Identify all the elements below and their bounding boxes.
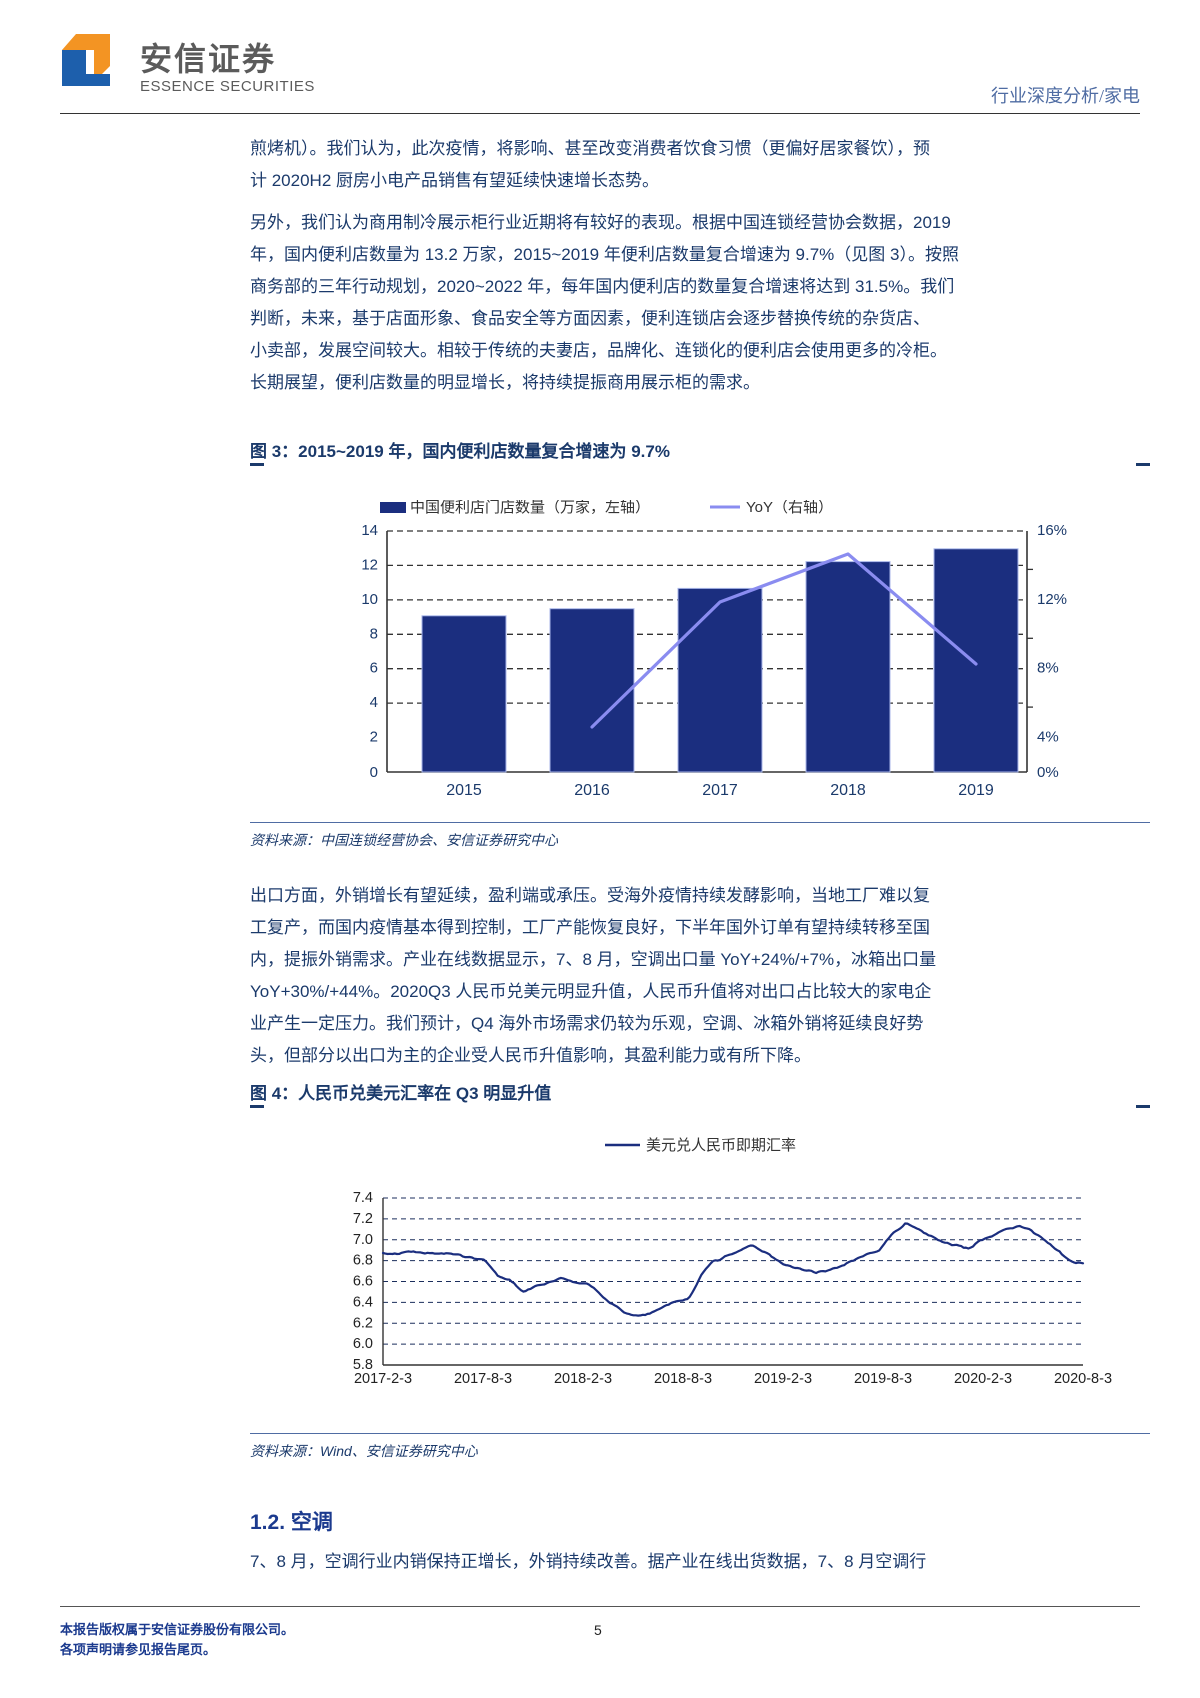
svg-text:2018: 2018 [830, 782, 866, 799]
svg-text:6.4: 6.4 [353, 1294, 373, 1310]
svg-text:2016: 2016 [574, 782, 610, 799]
svg-text:YoY（右轴）: YoY（右轴） [746, 500, 833, 516]
svg-text:美元兑人民币即期汇率: 美元兑人民币即期汇率 [646, 1137, 796, 1154]
svg-text:2017-8-3: 2017-8-3 [454, 1371, 512, 1387]
svg-text:16%: 16% [1037, 522, 1067, 539]
svg-text:14: 14 [361, 522, 378, 539]
svg-text:4: 4 [370, 694, 378, 711]
svg-text:4%: 4% [1037, 729, 1059, 746]
svg-text:7.0: 7.0 [353, 1232, 373, 1248]
svg-text:6.0: 6.0 [353, 1336, 373, 1352]
svg-text:8%: 8% [1037, 660, 1059, 677]
svg-text:0%: 0% [1037, 764, 1059, 781]
svg-text:2017: 2017 [702, 782, 738, 799]
svg-text:2017-2-3: 2017-2-3 [354, 1371, 412, 1387]
svg-text:2019: 2019 [958, 782, 994, 799]
svg-text:6.8: 6.8 [353, 1253, 373, 1269]
svg-text:6: 6 [370, 660, 378, 677]
svg-text:7.2: 7.2 [353, 1211, 373, 1227]
svg-text:2020-2-3: 2020-2-3 [954, 1371, 1012, 1387]
svg-text:6.6: 6.6 [353, 1274, 373, 1290]
svg-text:10: 10 [361, 591, 378, 608]
svg-text:6.2: 6.2 [353, 1315, 373, 1331]
svg-text:0: 0 [370, 764, 378, 781]
svg-text:2: 2 [370, 729, 378, 746]
svg-text:2020-8-3: 2020-8-3 [1054, 1371, 1112, 1387]
svg-text:8: 8 [370, 625, 378, 642]
svg-text:中国便利店门店数量（万家，左轴）: 中国便利店门店数量（万家，左轴） [410, 500, 650, 516]
svg-text:2018-8-3: 2018-8-3 [654, 1371, 712, 1387]
svg-text:7.4: 7.4 [353, 1190, 373, 1206]
svg-text:12%: 12% [1037, 591, 1067, 608]
svg-text:2019-2-3: 2019-2-3 [754, 1371, 812, 1387]
svg-text:2015: 2015 [446, 782, 482, 799]
svg-text:12: 12 [361, 556, 378, 573]
svg-text:2018-2-3: 2018-2-3 [554, 1371, 612, 1387]
svg-text:2019-8-3: 2019-8-3 [854, 1371, 912, 1387]
